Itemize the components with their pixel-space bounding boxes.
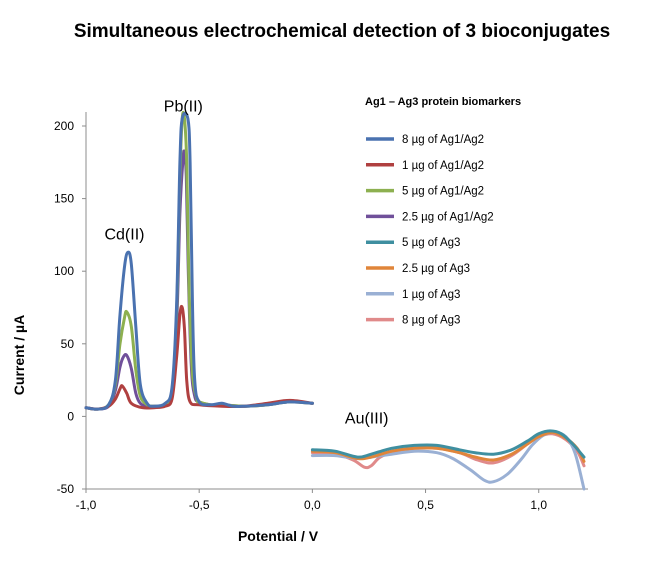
y-axis-label: Current / µA: [11, 315, 27, 395]
legend-entry-label: 1 µg of Ag1/Ag2: [402, 160, 484, 172]
series-line-5-g-of-ag3: [310, 429, 586, 459]
legend-title: Ag1 – Ag3 protein biomarkers: [365, 96, 521, 108]
legend: Ag1 – Ag3 protein biomarkers 8 µg of Ag1…: [365, 96, 521, 327]
y-tick-label: 150: [54, 192, 74, 206]
series-line-1-g-of-ag1-ag2: [84, 304, 314, 411]
peak-annotation: Au(III): [345, 411, 389, 428]
x-tick-label: -1,0: [76, 498, 97, 512]
y-tick-label: 50: [61, 337, 75, 351]
y-tick-label: 0: [67, 409, 74, 423]
peak-annotation: Pb(II): [164, 98, 203, 115]
y-tick-label: 100: [54, 264, 74, 278]
series-layer: [84, 110, 586, 491]
x-tick-label: 0,5: [417, 498, 434, 512]
legend-entry-label: 8 µg of Ag3: [402, 315, 460, 327]
legend-entry-label: 5 µg of Ag1/Ag2: [402, 186, 484, 198]
legend-entry-label: 1 µg of Ag3: [402, 289, 460, 301]
x-tick-label: 0,0: [304, 498, 321, 512]
legend-entry-label: 2.5 µg of Ag1/Ag2: [402, 211, 494, 223]
peak-annotation: Cd(II): [104, 226, 144, 243]
legend-entry-label: 8 µg of Ag1/Ag2: [402, 134, 484, 146]
x-tick-label: -0,5: [189, 498, 210, 512]
y-tick-label: 200: [54, 119, 74, 133]
annotations: Pb(II) Cd(II) Au(III): [104, 98, 388, 427]
axes: -50 0 50 100 150 200 -1,0 -0,5 0,0 0,5 1,0: [54, 112, 588, 512]
x-tick-label: 1,0: [530, 498, 547, 512]
legend-entry-label: 2.5 µg of Ag3: [402, 263, 470, 275]
series-line-8-g-of-ag1-ag2: [84, 111, 314, 411]
series-line-2.5-g-of-ag1-ag2: [84, 149, 314, 411]
x-axis-label: Potential / V: [238, 528, 319, 544]
chart-title: Simultaneous electrochemical detection o…: [74, 21, 610, 42]
y-tick-label: -50: [57, 482, 75, 496]
legend-entry-label: 5 µg of Ag3: [402, 237, 460, 249]
